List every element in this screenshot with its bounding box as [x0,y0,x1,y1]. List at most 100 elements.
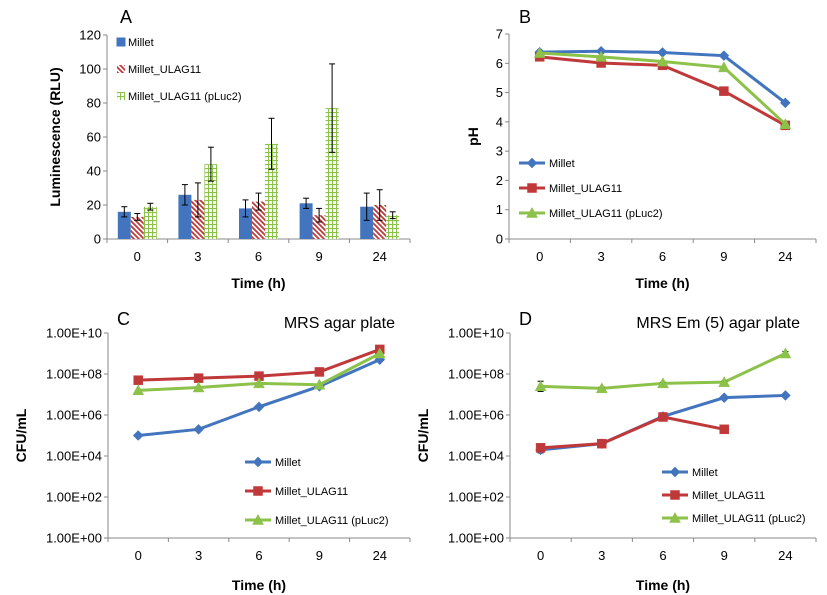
point-millet-ulag11-pluc2- [656,55,669,67]
y-tick-label: 1.00E+10 [448,326,504,341]
legend-label: Millet_ULAG11 [275,486,348,498]
x-tick-label: 3 [195,548,202,563]
panel-label: C [117,309,130,329]
point-millet [779,97,791,109]
y-tick-label: 1.00E+06 [448,408,504,423]
point-millet-ulag11-pluc2- [373,347,386,359]
bar-millet-ulag11-pluc2- [265,143,278,239]
bar-millet-ulag11-pluc2- [204,164,218,239]
y-tick-label: 20 [87,198,101,213]
y-tick-label: 0 [496,232,503,247]
bar-millet-ulag11 [130,216,144,239]
point-millet [780,390,791,401]
y-axis-title: CFU/mL [415,408,431,462]
point-millet-ulag11 [658,412,668,422]
legend-marker [670,490,680,500]
point-millet-ulag11 [535,443,546,453]
bar-millet-ulag11-pluc2- [143,206,157,239]
y-tick-label: 1.00E+04 [46,449,102,464]
legend-marker [253,486,263,496]
legend-marker [669,511,681,523]
point-millet-ulag11-pluc2- [595,382,608,394]
x-tick-label: 6 [255,548,262,563]
panel-a-luminescence: 0 20 40 60 80 100 120 0 3 6 9 24 A Time (h) Luminescen… [47,7,411,291]
legend-label: Millet [128,37,154,49]
bar-millet [299,203,313,239]
bar-millet [360,206,374,239]
point-millet-ulag11-pluc2- [595,50,608,62]
point-millet-ulag11-pluc2- [253,377,265,389]
y-tick-label: 60 [87,130,101,145]
y-tick-label: 4 [496,114,503,129]
point-millet-ulag11-pluc2- [313,378,326,390]
panel-title: MRS Em (5) agar plate [636,315,800,332]
x-tick-label: 0 [135,548,142,563]
y-tick-label: 40 [87,164,101,179]
x-tick-label: 6 [659,249,666,264]
bar-millet-ulag11 [191,199,205,239]
x-axis-title: Time (h) [636,577,690,593]
x-tick-label: 3 [597,249,604,264]
point-millet [132,430,144,441]
bar-millet [178,194,192,239]
legend-label: Millet [692,467,718,479]
panel-b-ph: 0 1 2 3 4 5 6 7 0 3 6 9 24 B Time (h) pH Millet Millet_UL… [465,7,817,291]
panel-title: MRS agar plate [284,315,395,332]
x-tick-label: 24 [372,249,386,264]
bar-millet-ulag11 [252,201,265,239]
y-tick-label: 1.00E+04 [448,449,504,464]
panel-label: A [120,7,132,27]
y-tick-label: 1.00E+02 [46,490,102,505]
x-tick-label: 24 [778,249,792,264]
x-tick-label: 0 [537,548,544,563]
bar-millet-ulag11-pluc2- [325,108,339,239]
legend-label: Millet_ULAG11 (pLuc2) [275,515,389,527]
point-millet-ulag11-pluc2- [132,384,145,396]
y-tick-label: 1.00E+02 [448,490,504,505]
x-tick-label: 9 [721,548,728,563]
legend-swatch [116,37,126,47]
y-tick-label: 0 [94,232,101,247]
legend-marker [526,206,538,218]
y-tick-label: 3 [496,144,503,159]
panel-d-mrs-em-agar: 1.00E+00 1.00E+02 1.00E+04 1.00E+06 1.00E+08… [415,309,817,593]
legend-label: Millet_ULAG11 [128,64,201,76]
y-axis-title: Luminescence (RLU) [47,67,63,206]
y-tick-label: 1.00E+08 [46,367,102,382]
x-axis-title: Time (h) [232,577,286,593]
legend-marker [527,183,537,193]
point-millet [253,401,265,413]
y-axis-title: CFU/mL [13,408,29,462]
y-tick-label: 1.00E+08 [448,367,504,382]
point-millet [718,392,730,404]
y-tick-label: 1.00E+00 [46,531,102,546]
point-millet-ulag11-pluc2- [718,376,731,387]
x-tick-label: 24 [373,548,387,563]
legend-label: Millet [275,457,301,469]
x-tick-label: 3 [194,249,201,264]
x-tick-label: 9 [720,249,727,264]
x-tick-label: 6 [255,249,262,264]
point-millet-ulag11 [193,373,204,383]
legend-swatch [117,65,125,73]
point-millet-ulag11-pluc2- [779,347,792,359]
point-millet-ulag11 [719,424,729,435]
y-tick-label: 80 [87,96,101,111]
x-axis-title: Time (h) [635,275,689,291]
bar-millet [239,208,252,239]
bar-millet-ulag11-pluc2- [386,215,400,239]
legend-marker [252,513,264,525]
bar-millet-ulag11 [373,205,387,239]
point-millet-ulag11-pluc2- [533,47,546,58]
legend-label: Millet_ULAG11 [549,183,622,195]
y-tick-label: 6 [496,56,503,71]
point-millet-ulag11-pluc2- [717,61,730,73]
point-millet-ulag11 [314,367,325,377]
point-millet-ulag11-pluc2- [779,118,792,129]
bar-millet [117,211,131,239]
x-axis-title: Time (h) [231,275,285,291]
point-millet [718,50,730,62]
x-tick-label: 3 [598,548,605,563]
bar-millet-ulag11 [312,215,326,239]
